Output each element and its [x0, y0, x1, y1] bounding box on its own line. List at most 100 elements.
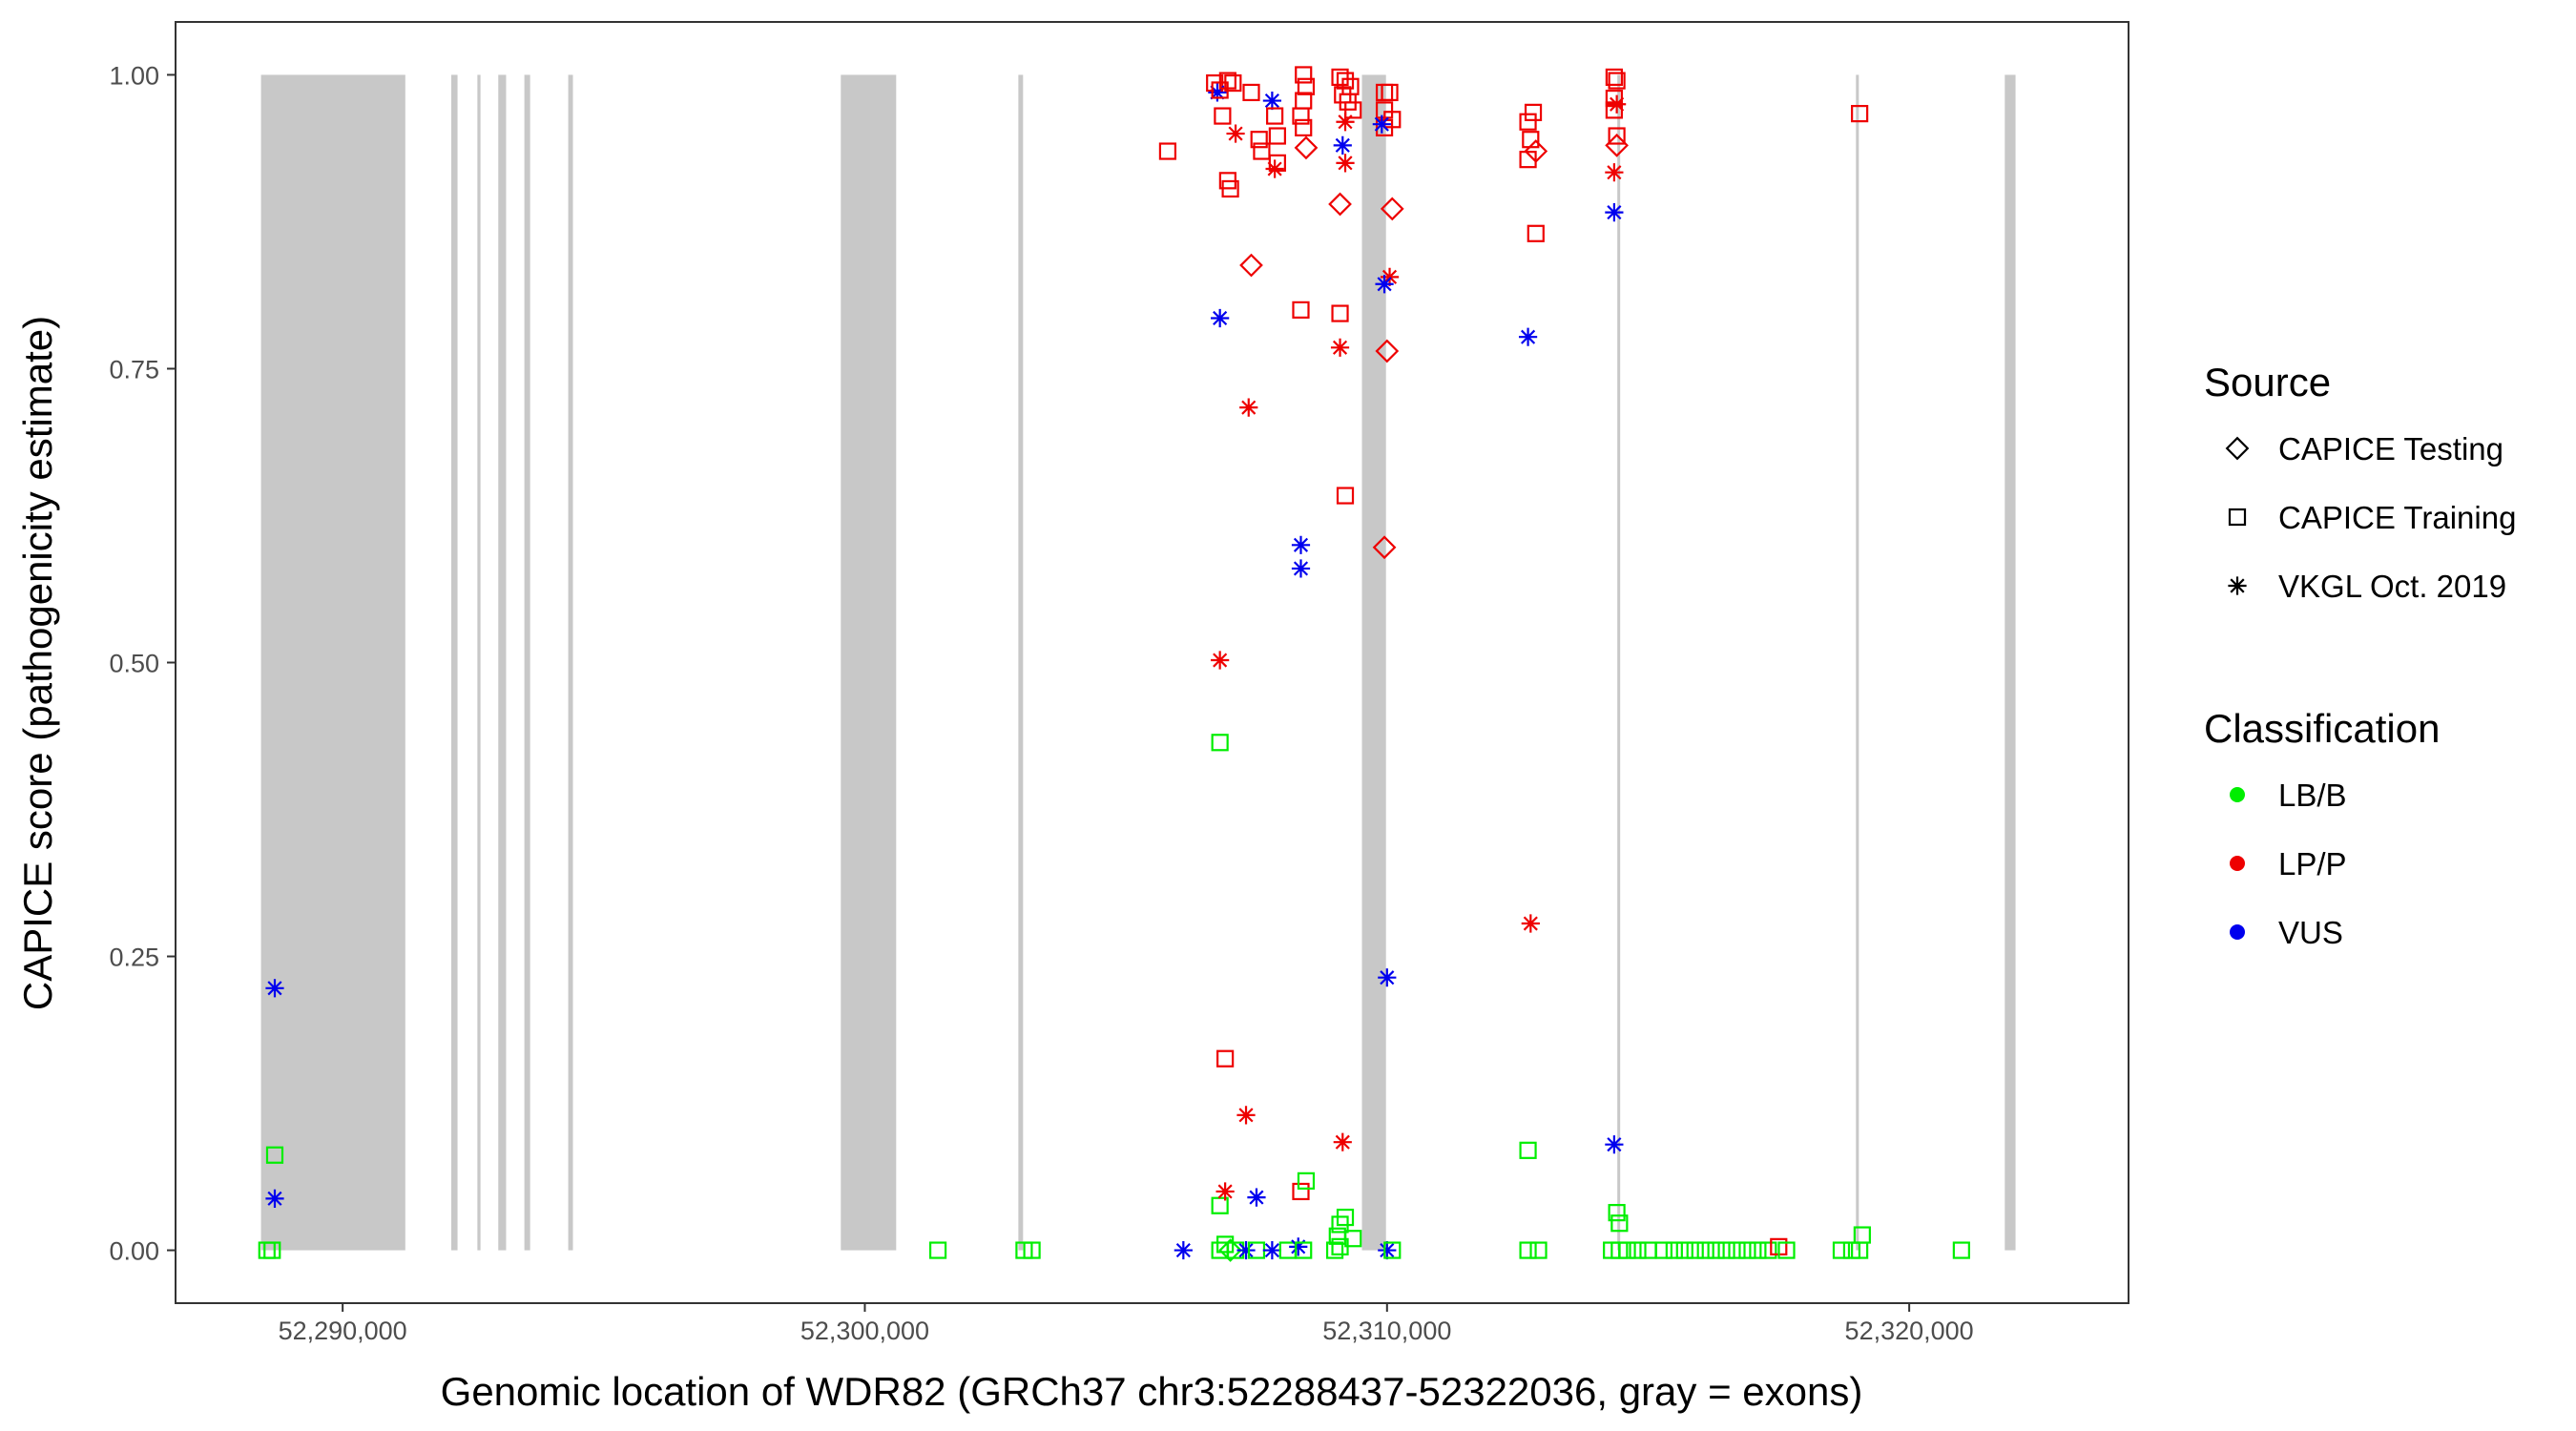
legend-class-label: LP/P	[2278, 846, 2347, 881]
exon-band	[450, 74, 458, 1251]
exon-band	[477, 74, 481, 1251]
legend-source-label: CAPICE Testing	[2278, 431, 2503, 467]
data-point	[1292, 107, 1310, 125]
legend-classification-items: LB/B LP/P VUS	[2230, 778, 2347, 950]
data-point	[1214, 107, 1232, 125]
data-point	[265, 1189, 284, 1208]
data-point	[1728, 1241, 1746, 1259]
data-point	[1295, 1241, 1313, 1259]
data-point	[928, 1241, 947, 1259]
data-point	[1336, 1208, 1355, 1227]
data-point	[1023, 1241, 1041, 1259]
data-point	[1608, 94, 1627, 114]
data-point	[1336, 113, 1355, 132]
data-point	[1375, 118, 1394, 136]
data-point	[1211, 308, 1230, 328]
data-point	[1211, 651, 1230, 670]
data-point	[1610, 1214, 1629, 1233]
data-point	[1717, 1241, 1735, 1259]
data-point	[1853, 1226, 1871, 1244]
data-point	[1952, 1241, 1970, 1259]
data-point	[1336, 154, 1355, 173]
data-point	[1333, 1132, 1352, 1151]
data-point	[1336, 487, 1355, 505]
exon-band	[2005, 74, 2016, 1251]
data-point	[1266, 107, 1284, 125]
exon-bands	[260, 74, 2016, 1251]
data-point	[1654, 1241, 1672, 1259]
exon-band	[524, 74, 530, 1251]
data-point	[1292, 1182, 1310, 1201]
data-point	[1239, 253, 1263, 278]
data-point	[1224, 73, 1242, 93]
data-point	[1605, 203, 1624, 222]
legend-source-label: CAPICE Training	[2278, 500, 2516, 535]
exon-band	[568, 74, 573, 1251]
exon-band	[260, 74, 405, 1251]
data-point	[1325, 1241, 1344, 1259]
data-point	[1629, 1241, 1647, 1259]
data-point	[1605, 134, 1629, 157]
data-point	[1524, 139, 1548, 163]
exon-band	[1856, 74, 1859, 1251]
data-point	[1236, 1106, 1256, 1125]
data-point	[1605, 163, 1624, 182]
data-point	[1218, 1238, 1242, 1262]
data-point	[1749, 1241, 1767, 1259]
data-point	[1605, 68, 1623, 87]
data-point	[1605, 101, 1623, 119]
legend-class-label: LB/B	[2278, 778, 2347, 813]
legend-class-key	[2230, 787, 2245, 802]
data-point	[1527, 224, 1545, 242]
data-point	[1686, 1241, 1704, 1259]
data-point	[1372, 535, 1397, 560]
data-point	[1265, 159, 1284, 178]
data-point	[1608, 1204, 1626, 1222]
data-point	[1675, 1241, 1693, 1259]
data-point	[1262, 91, 1281, 111]
data-point	[1521, 914, 1540, 933]
data-point	[1268, 127, 1286, 145]
data-point	[1253, 142, 1271, 160]
data-point	[263, 1241, 281, 1259]
data-point	[1738, 1241, 1756, 1259]
data-point	[1297, 77, 1316, 95]
y-tick-label: 0.50	[109, 650, 159, 678]
x-axis-title: Genomic location of WDR82 (GRCh37 chr3:5…	[441, 1369, 1863, 1414]
data-point	[1529, 1241, 1548, 1259]
data-point	[265, 979, 284, 998]
data-point	[1247, 1188, 1266, 1207]
data-point	[1289, 1237, 1308, 1256]
exon-band	[841, 74, 897, 1251]
data-point	[1268, 154, 1286, 172]
data-point	[1295, 66, 1313, 84]
data-point	[1295, 118, 1313, 136]
data-point	[1519, 1241, 1537, 1259]
data-point	[1242, 83, 1260, 102]
data-point	[1344, 101, 1362, 119]
data-point	[1381, 83, 1399, 102]
x-axis-ticks: 52,290,000 52,300,000 52,310,000 52,320,000	[279, 1303, 1974, 1345]
x-tick-label: 52,290,000	[279, 1317, 407, 1345]
data-point	[1158, 142, 1177, 160]
data-point	[1519, 1141, 1537, 1159]
legend-class-key	[2230, 924, 2245, 940]
data-point	[1174, 1240, 1193, 1260]
data-point	[1297, 1172, 1316, 1190]
data-point	[1333, 135, 1352, 155]
y-axis-title: CAPICE score (pathogenicity estimate)	[15, 316, 60, 1010]
data-point	[1239, 398, 1258, 417]
legend-source-items: CAPICE Testing CAPICE Training VKGL Oct. 2…	[2225, 431, 2516, 604]
data-point	[1336, 72, 1355, 90]
legend-classification-title: Classification	[2204, 706, 2440, 751]
data-point	[1519, 113, 1537, 131]
data-point	[1331, 304, 1349, 322]
data-point	[1250, 131, 1268, 149]
legend-class-label: VUS	[2278, 915, 2343, 950]
data-point	[1777, 1241, 1796, 1259]
data-point	[1294, 135, 1319, 160]
data-point	[1383, 1241, 1402, 1259]
data-point	[1236, 1240, 1256, 1260]
